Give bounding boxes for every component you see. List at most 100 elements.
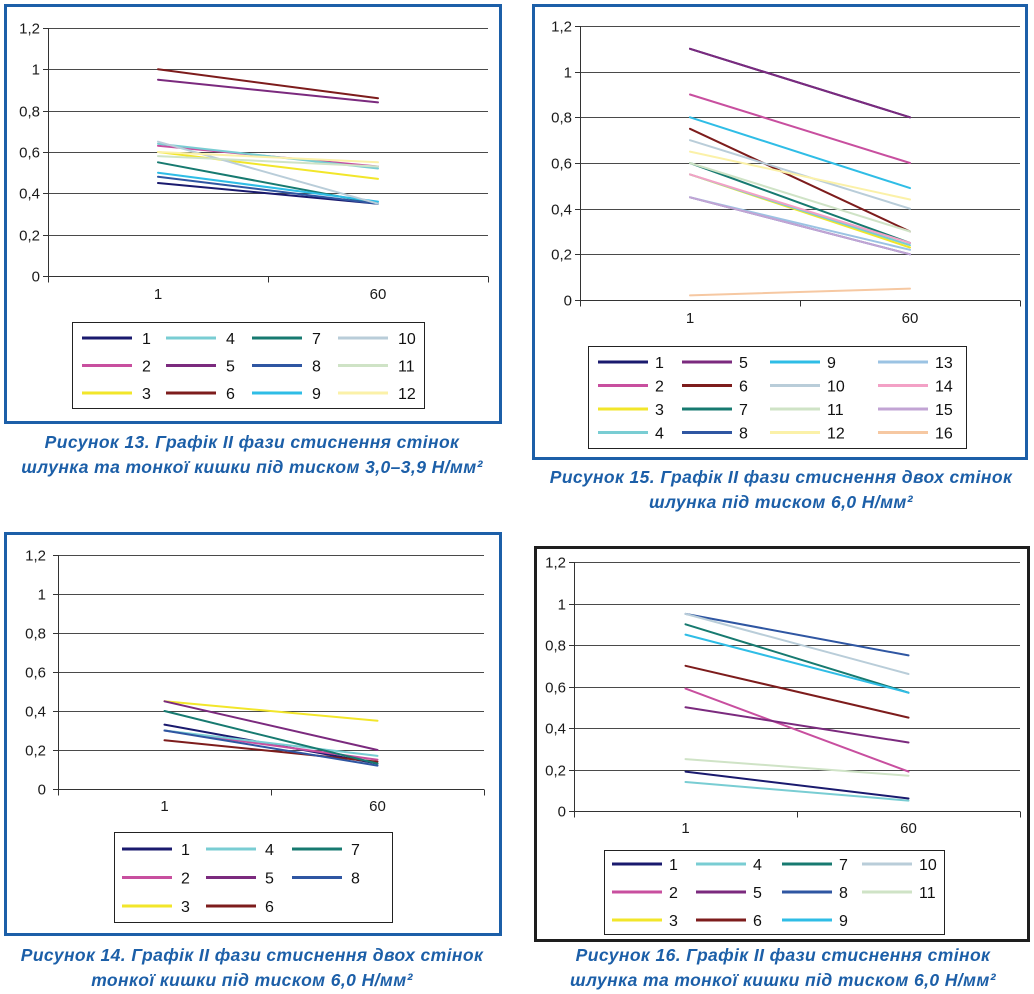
legend-label-1: 1 <box>655 355 664 372</box>
legend-label-6: 6 <box>753 913 762 930</box>
series-5-line <box>157 78 379 104</box>
legend-entry-4: 4 <box>206 842 274 859</box>
legend-label-5: 5 <box>753 885 762 902</box>
series-2-line <box>689 93 911 164</box>
series-7-line <box>689 162 911 244</box>
y-tick-label: 0,8 <box>25 626 46 643</box>
legend-label-10: 10 <box>398 331 416 348</box>
legend-entry-10: 10 <box>770 379 845 396</box>
legend-label-5: 5 <box>265 871 274 888</box>
gridlines <box>48 28 488 236</box>
series-4-line <box>163 729 379 757</box>
y-tick-label: 0,2 <box>545 763 566 780</box>
y-tick-label: 0,6 <box>545 680 566 697</box>
legend-entry-1: 1 <box>612 857 678 874</box>
chart-16: 0 0,2 0,4 0,6 0,8 1 1,2 1 60 1 2 3 4 5 6 7 8 9 10 11 <box>534 546 1030 942</box>
y-tick-label: 0,4 <box>545 721 566 738</box>
y-tick-label: 0,6 <box>19 145 40 162</box>
series-5-line <box>684 706 910 744</box>
x-tick-label: 60 <box>370 286 387 303</box>
legend-label-2: 2 <box>142 359 151 376</box>
legend-entry-11: 11 <box>770 402 844 419</box>
figure-14-caption: Рисунок 14. Графік II фази стиснення дво… <box>2 943 502 993</box>
legend-label-12: 12 <box>398 386 416 403</box>
series-8-line <box>157 175 379 205</box>
legend-label-6: 6 <box>739 379 748 396</box>
legend-entry-6: 6 <box>696 913 762 930</box>
series-6-line <box>157 68 379 100</box>
legend-entry-8: 8 <box>252 359 321 376</box>
chart-14: 0 0,2 0,4 0,6 0,8 1 1,2 1 60 1 2 3 4 5 6 7 8 <box>4 532 502 936</box>
series-10-line <box>157 140 379 205</box>
legend-entry-15: 15 <box>878 402 953 419</box>
series-10-line <box>689 139 911 210</box>
legend-label-11: 11 <box>919 885 936 902</box>
legend-label-1: 1 <box>181 842 190 859</box>
series-6-line <box>684 664 910 719</box>
legend-label-7: 7 <box>739 402 748 419</box>
series-11-line <box>689 162 911 233</box>
y-tick-label: 1,2 <box>551 19 572 36</box>
y-tick-label: 1,2 <box>19 21 40 38</box>
legend-entry-12: 12 <box>338 386 416 403</box>
series-9-line <box>157 171 379 203</box>
legend-label-11: 11 <box>398 359 415 376</box>
legend-label-3: 3 <box>142 386 151 403</box>
y-tick-label: 1 <box>558 597 566 614</box>
legend-label-2: 2 <box>655 379 664 396</box>
legend-entry-7: 7 <box>252 331 321 348</box>
gridlines <box>574 562 1020 771</box>
legend-entry-14: 14 <box>878 379 953 396</box>
caption-line: Рисунок 14. Графік II фази стиснення дво… <box>20 945 484 965</box>
series-4-line <box>684 781 910 802</box>
series-15-line <box>689 196 911 256</box>
legend-label-1: 1 <box>142 331 151 348</box>
y-tick-label: 0 <box>558 804 566 821</box>
legend-label-8: 8 <box>739 426 748 443</box>
y-tick-label: 0,6 <box>25 665 46 682</box>
legend-entry-4: 4 <box>696 857 762 874</box>
series-lines <box>684 612 910 802</box>
legend-label-9: 9 <box>312 386 321 403</box>
legend-entry-10: 10 <box>862 857 937 874</box>
series-11-line <box>684 758 910 777</box>
legend-label-4: 4 <box>265 842 274 859</box>
legend-label-7: 7 <box>351 842 360 859</box>
legend-label-3: 3 <box>181 899 190 916</box>
series-lines <box>157 68 379 205</box>
legend-entry-16: 16 <box>878 426 953 443</box>
y-tick-label: 0,4 <box>19 186 40 203</box>
legend-entry-3: 3 <box>612 913 678 930</box>
legend-entry-7: 7 <box>782 857 848 874</box>
legend-entry-3: 3 <box>82 386 151 403</box>
caption-line: шлунка під тиском 6,0 Н/мм² <box>649 492 913 512</box>
series-lines <box>689 47 911 297</box>
legend: 1 2 3 4 5 6 7 8 <box>114 832 393 923</box>
y-tick-label: 1 <box>564 65 572 82</box>
legend: 1 2 3 4 5 6 7 8 9 10 11 <box>604 850 945 935</box>
y-tick-label: 1 <box>38 587 46 604</box>
series-14-line <box>689 173 911 244</box>
legend-entry-6: 6 <box>206 899 274 916</box>
legend-label-2: 2 <box>181 871 190 888</box>
legend-entry-10: 10 <box>338 331 416 348</box>
legend-entry-3: 3 <box>598 402 664 419</box>
legend-entry-5: 5 <box>682 355 748 372</box>
legend-label-10: 10 <box>827 379 845 396</box>
series-16-line <box>689 287 911 297</box>
figure-15-caption: Рисунок 15. Графік II фази стиснення дво… <box>531 465 1031 515</box>
series-11-line <box>157 155 379 168</box>
legend-label-11: 11 <box>827 402 844 419</box>
y-tick-label: 0,8 <box>551 110 572 127</box>
series-7-line <box>684 623 910 694</box>
legend-label-5: 5 <box>739 355 748 372</box>
x-tick-label: 1 <box>681 820 689 837</box>
y-tick-label: 0,4 <box>551 202 572 219</box>
caption-line: Рисунок 15. Графік II фази стиснення дво… <box>549 467 1013 487</box>
y-tick-label: 0,2 <box>25 743 46 760</box>
legend-label-2: 2 <box>669 885 678 902</box>
legend-label-4: 4 <box>226 331 235 348</box>
legend-entry-12: 12 <box>770 426 845 443</box>
series-5-line <box>163 700 379 751</box>
